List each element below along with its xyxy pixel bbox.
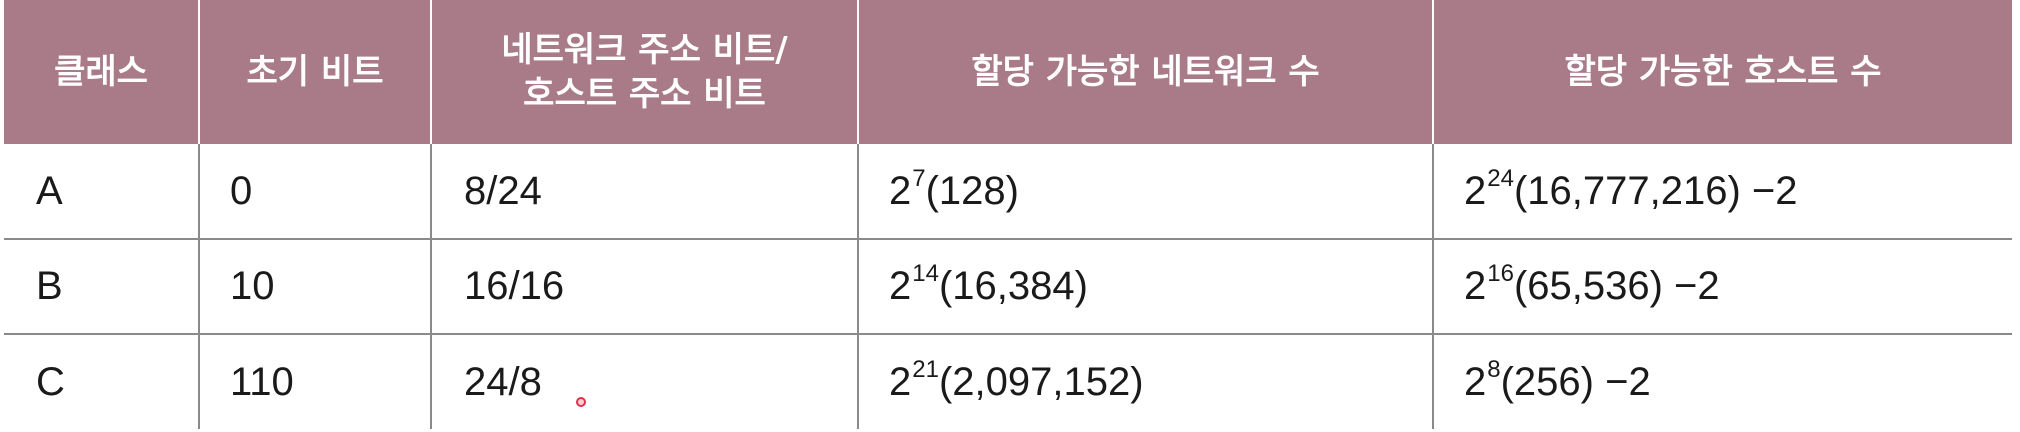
power-base: 2 bbox=[889, 264, 912, 308]
table-header-row: 클래스 초기 비트 네트워크 주소 비트/ 호스트 주소 비트 할당 가능한 네… bbox=[4, 0, 2012, 144]
power-value: (128) bbox=[925, 168, 1019, 213]
table-row: C 110 24/8 221(2,097,152) 28(256) −2 bbox=[4, 334, 2012, 429]
power-base: 2 bbox=[1464, 264, 1487, 308]
ip-class-table: 클래스 초기 비트 네트워크 주소 비트/ 호스트 주소 비트 할당 가능한 네… bbox=[4, 0, 2012, 429]
power-exponent: 21 bbox=[912, 355, 939, 383]
power-exponent: 16 bbox=[1487, 260, 1514, 287]
power-value: (65,536) −2 bbox=[1513, 264, 1720, 308]
power-value: (2,097,152) bbox=[938, 359, 1144, 404]
cell-networks: 221(2,097,152) bbox=[857, 334, 1433, 429]
power-exponent: 8 bbox=[1487, 355, 1501, 383]
power-base: 2 bbox=[889, 168, 912, 213]
cell-networks: 214(16,384) bbox=[857, 239, 1433, 335]
power-base: 2 bbox=[1464, 168, 1487, 213]
power-base: 2 bbox=[1464, 359, 1487, 404]
power-exponent: 24 bbox=[1487, 164, 1514, 192]
header-assignable-hosts: 할당 가능한 호스트 수 bbox=[1432, 0, 2012, 144]
cell-class: B bbox=[4, 239, 199, 335]
cell-net-host-bits: 16/16 bbox=[430, 239, 858, 335]
cell-net-host-bits: 8/24 bbox=[430, 144, 858, 240]
cell-hosts: 224(16,777,216) −2 bbox=[1432, 144, 2012, 240]
cell-initial-bits: 110 bbox=[198, 334, 431, 429]
table-row: B 10 16/16 214(16,384) 216(65,536) −2 bbox=[4, 239, 2012, 335]
cell-net-host-bits: 24/8 bbox=[430, 334, 858, 429]
power-value: (256) −2 bbox=[1500, 359, 1651, 404]
pointer-cursor-icon bbox=[576, 397, 586, 407]
cell-initial-bits: 10 bbox=[198, 239, 431, 335]
power-value: (16,777,216) −2 bbox=[1513, 168, 1798, 213]
header-net-host-bits: 네트워크 주소 비트/ 호스트 주소 비트 bbox=[430, 0, 859, 144]
cell-networks: 27(128) bbox=[857, 144, 1433, 240]
cell-class: A bbox=[4, 144, 199, 240]
header-assignable-networks: 할당 가능한 네트워크 수 bbox=[857, 0, 1434, 144]
header-initial-bits: 초기 비트 bbox=[198, 0, 432, 144]
cell-hosts: 28(256) −2 bbox=[1432, 334, 2012, 429]
power-exponent: 14 bbox=[912, 260, 939, 287]
header-class: 클래스 bbox=[4, 0, 200, 144]
table-row: A 0 8/24 27(128) 224(16,777,216) −2 bbox=[4, 144, 2012, 240]
power-value: (16,384) bbox=[938, 264, 1088, 308]
cell-class: C bbox=[36, 359, 65, 404]
power-exponent: 7 bbox=[912, 164, 926, 192]
power-base: 2 bbox=[889, 359, 912, 404]
cell-hosts: 216(65,536) −2 bbox=[1432, 239, 2012, 335]
cell-initial-bits: 0 bbox=[198, 144, 431, 240]
